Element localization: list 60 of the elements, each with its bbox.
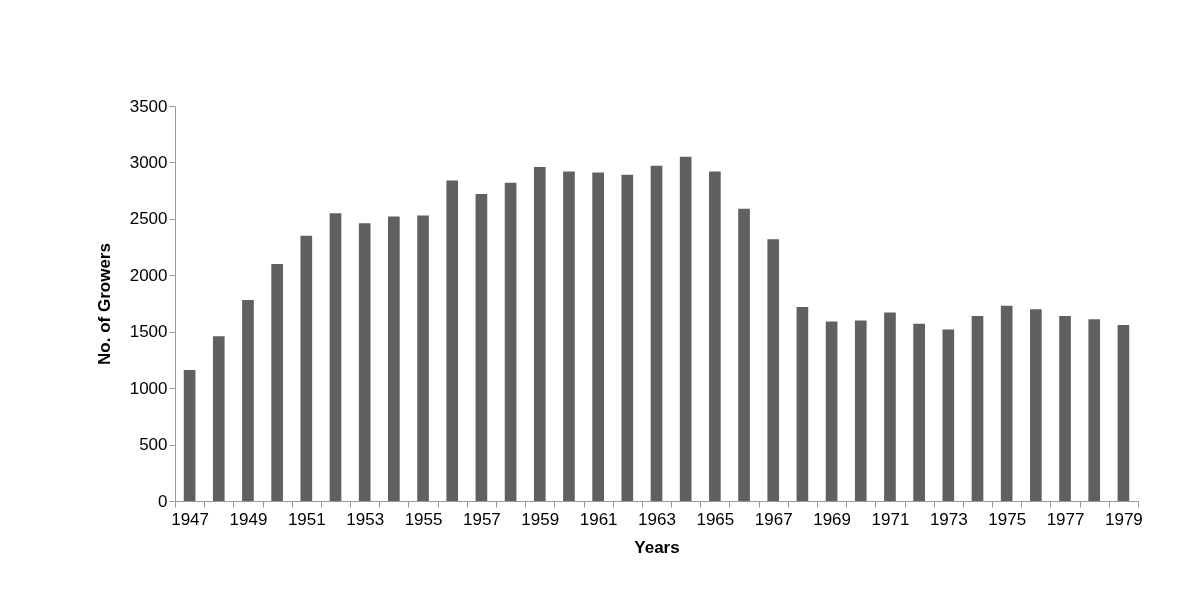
x-tick-label: 1951 (287, 509, 326, 529)
x-axis-title: Years (634, 537, 680, 557)
y-tick-label: 2500 (129, 209, 168, 229)
bar (796, 306, 809, 501)
bar (1059, 315, 1071, 501)
bar (300, 235, 313, 501)
y-tick-label: 2000 (129, 265, 168, 285)
bar (767, 239, 780, 501)
bar (650, 165, 663, 501)
y-tick-label: 3000 (129, 152, 168, 172)
bar (971, 315, 984, 501)
bar (183, 370, 196, 501)
x-tick-label: 1955 (404, 509, 443, 529)
bar (942, 329, 955, 501)
x-tick-label: 1971 (871, 509, 910, 529)
bar (854, 320, 867, 501)
bar (475, 194, 488, 501)
bar (1088, 319, 1101, 501)
bar (709, 171, 721, 501)
x-tick-label: 1975 (988, 509, 1027, 529)
y-tick-label: 500 (139, 435, 168, 455)
bar (621, 174, 634, 501)
x-tick-label: 1973 (929, 509, 968, 529)
bar (329, 213, 342, 501)
y-tick-label: 0 (158, 491, 168, 511)
bar (271, 264, 283, 501)
bar (504, 182, 517, 501)
bar (1000, 305, 1013, 501)
x-tick-label: 1957 (463, 509, 501, 529)
bar (358, 223, 371, 501)
x-tick-label: 1967 (754, 509, 793, 529)
x-tick-label: 1959 (521, 509, 560, 529)
x-tick-label: 1963 (638, 509, 676, 529)
x-tick-label: 1947 (171, 509, 209, 529)
bar (563, 171, 575, 501)
bar (825, 321, 838, 501)
bar (1030, 309, 1042, 501)
x-tick-label: 1965 (696, 509, 735, 529)
y-tick-label: 3500 (129, 96, 168, 116)
x-tick-label: 1969 (813, 509, 851, 529)
bar (417, 215, 429, 501)
bar (533, 166, 546, 501)
x-tick-label: 1979 (1105, 509, 1143, 529)
x-tick-label: 1977 (1046, 509, 1085, 529)
y-tick-label: 1000 (129, 378, 168, 398)
bar (913, 323, 925, 501)
x-tick-label: 1949 (229, 509, 268, 529)
bar (212, 336, 225, 501)
x-tick-label: 1953 (346, 509, 385, 529)
bar (738, 208, 750, 501)
bar (1117, 324, 1130, 501)
bar (884, 312, 896, 501)
bar (388, 216, 400, 501)
bar (592, 172, 604, 501)
y-axis-title: No. of Growers (94, 243, 114, 365)
bar (242, 300, 254, 501)
x-tick-label: 1961 (579, 509, 618, 529)
bar (679, 156, 692, 501)
bar (446, 180, 459, 501)
y-tick-label: 1500 (129, 322, 168, 342)
